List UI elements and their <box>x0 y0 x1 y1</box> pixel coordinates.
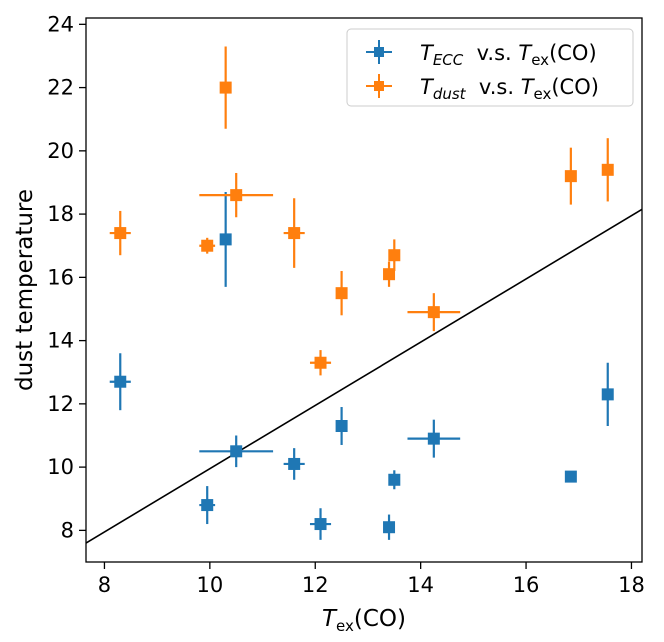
x-axis-label-tail: (CO) <box>354 606 406 632</box>
data-point <box>388 249 401 262</box>
x-tick-label: 18 <box>618 573 645 597</box>
y-tick-label: 24 <box>47 12 74 36</box>
data-point <box>388 473 401 486</box>
data-point <box>201 499 214 512</box>
y-tick-label: 22 <box>47 76 74 100</box>
x-tick-label: 14 <box>407 573 434 597</box>
data-point <box>230 189 243 202</box>
y-tick-label: 12 <box>47 392 74 416</box>
data-point <box>288 227 301 240</box>
y-tick-label: 20 <box>47 139 74 163</box>
x-tick-label: 16 <box>513 573 540 597</box>
legend-entry-ecc: TECC v.s. Tex(CO) <box>366 40 597 69</box>
data-point <box>288 457 301 470</box>
legend-marker-dust-square <box>374 81 384 91</box>
legend-dust-tail: (CO) <box>551 75 599 99</box>
x-tick-label: 12 <box>302 573 329 597</box>
data-point <box>383 521 396 534</box>
legend-dust-sub2: ex <box>534 85 552 103</box>
series-layer <box>109 46 614 540</box>
data-point <box>427 306 440 319</box>
legend: TECC v.s. Tex(CO) Tdust v.s. Tex(CO) <box>346 28 634 107</box>
x-tick-label: 8 <box>98 573 111 597</box>
legend-dust-sub: dust <box>433 85 467 103</box>
data-point <box>383 268 396 281</box>
data-point <box>314 518 327 531</box>
x-axis-label-sub: ex <box>336 617 354 635</box>
data-point <box>219 233 232 246</box>
data-point <box>601 388 614 401</box>
legend-dust-mid: v.s. <box>466 75 521 99</box>
legend-entry-dust: Tdust v.s. Tex(CO) <box>366 74 599 103</box>
x-axis-label-main: T <box>322 606 338 632</box>
y-tick-label: 14 <box>47 329 74 353</box>
legend-ecc-sub2: ex <box>531 51 549 69</box>
plot-frame <box>85 17 643 563</box>
y-tick-label: 18 <box>47 202 74 226</box>
axis-layer: 8 10 12 14 16 18 8 10 12 14 16 18 20 22 24 <box>47 12 645 597</box>
data-point <box>201 239 214 252</box>
legend-box <box>346 28 634 107</box>
data-point <box>219 81 232 94</box>
x-tick-label: 10 <box>196 573 223 597</box>
data-point <box>335 287 348 300</box>
data-point <box>564 470 577 483</box>
data-point <box>314 356 327 369</box>
data-point <box>114 227 127 240</box>
y-tick-label: 16 <box>47 265 74 289</box>
data-point <box>601 163 614 176</box>
legend-ecc-sub: ECC <box>433 51 464 69</box>
legend-marker-ecc-square <box>374 47 384 57</box>
legend-label-dust: Tdust v.s. Tex(CO) <box>420 75 599 103</box>
y-axis-label: dust temperature <box>12 189 38 391</box>
x-axis-label: Tex(CO) <box>322 606 406 635</box>
series-dust <box>109 46 614 376</box>
legend-ecc-mid: v.s. <box>463 41 518 65</box>
legend-ecc-main: T <box>420 41 435 65</box>
reference-line-layer <box>85 208 643 544</box>
legend-dust-main: T <box>420 75 435 99</box>
y-tick-label: 10 <box>47 455 74 479</box>
legend-label-ecc: TECC v.s. Tex(CO) <box>420 41 597 69</box>
data-point <box>427 432 440 445</box>
legend-dust-main2: T <box>521 75 536 99</box>
series-ecc <box>109 191 614 540</box>
data-point <box>335 420 348 432</box>
data-point <box>114 375 127 388</box>
y-tick-label: 8 <box>61 518 74 542</box>
legend-ecc-tail: (CO) <box>549 41 597 65</box>
reference-line <box>85 208 643 544</box>
legend-ecc-main2: T <box>518 41 533 65</box>
data-point <box>230 445 243 458</box>
data-point <box>564 170 577 183</box>
